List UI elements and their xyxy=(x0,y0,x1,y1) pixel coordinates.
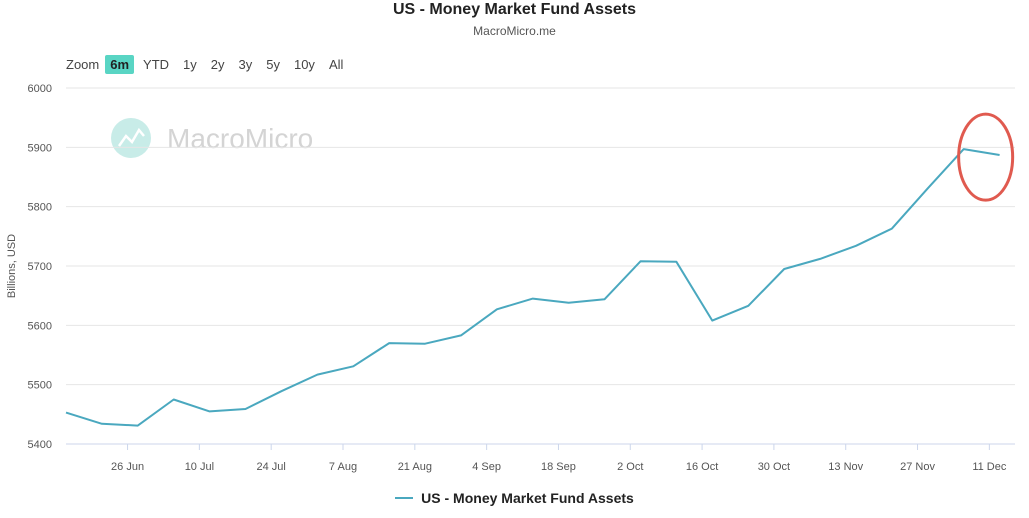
x-tick-label: 24 Jul xyxy=(257,461,286,473)
zoom-options: 6m YTD 1y 2y 3y 5y 10y All xyxy=(105,54,352,74)
x-tick-label: 18 Sep xyxy=(541,461,576,473)
x-tick-label: 13 Nov xyxy=(828,461,863,473)
zoom-button-10y[interactable]: 10y xyxy=(293,56,315,72)
x-tick-label: 21 Aug xyxy=(398,461,432,473)
legend[interactable]: US - Money Market Fund Assets xyxy=(0,490,1029,506)
x-tick-label: 11 Dec xyxy=(972,461,1007,473)
x-tick-label: 10 Jul xyxy=(185,461,214,473)
zoom-button-6m[interactable]: 6m xyxy=(105,54,135,74)
chart-subtitle: MacroMicro.me xyxy=(473,24,556,38)
x-tick-label: 7 Aug xyxy=(329,461,357,473)
x-tick-label: 30 Oct xyxy=(758,461,790,473)
y-tick-label: 5400 xyxy=(28,439,52,451)
highlight-circle-annotation xyxy=(957,112,1015,202)
zoom-label: Zoom xyxy=(66,56,100,72)
x-tick-label: 26 Jun xyxy=(111,461,144,473)
watermark-logo: MacroMicro xyxy=(111,118,313,158)
zoom-button-2y[interactable]: 2y xyxy=(210,56,225,72)
watermark-text: MacroMicro xyxy=(167,123,313,154)
zoom-button-3y[interactable]: 3y xyxy=(238,56,253,72)
zoom-button-ytd[interactable]: YTD xyxy=(143,56,170,72)
series-line xyxy=(65,148,1000,427)
zoom-button-all[interactable]: All xyxy=(328,56,344,72)
legend-label: US - Money Market Fund Assets xyxy=(421,490,634,506)
x-tick-label: 16 Oct xyxy=(686,461,718,473)
legend-line-icon xyxy=(395,497,414,499)
y-axis-label: Billions, USD xyxy=(6,234,18,298)
watermark-icon xyxy=(111,118,151,158)
zoom-button-1y[interactable]: 1y xyxy=(183,56,197,72)
y-tick-label: 6000 xyxy=(28,83,52,95)
x-tick-label: 2 Oct xyxy=(617,461,643,473)
zoom-button-5y[interactable]: 5y xyxy=(266,56,280,72)
x-tick-label: 4 Sep xyxy=(472,461,501,473)
y-tick-label: 5500 xyxy=(28,380,52,392)
chart-title: US - Money Market Fund Assets xyxy=(392,1,636,18)
zoom-bar: Zoom 6m YTD 1y 2y 3y 5y 10y All xyxy=(66,53,352,75)
x-tick-label: 27 Nov xyxy=(900,461,935,473)
y-tick-label: 5900 xyxy=(28,142,52,154)
y-tick-label: 5600 xyxy=(28,320,52,332)
y-tick-label: 5700 xyxy=(28,261,52,273)
watermark-chart-icon xyxy=(117,127,145,147)
y-tick-label: 5800 xyxy=(28,202,52,214)
